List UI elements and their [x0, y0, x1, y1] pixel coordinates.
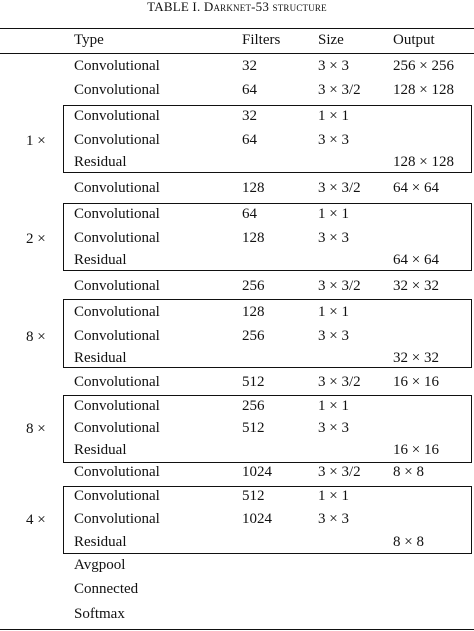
cell-size: 1 × 1 [318, 108, 349, 124]
cell-size: 3 × 3 [318, 132, 349, 148]
cell-type: Convolutional [74, 230, 160, 246]
cell-size: 3 × 3 [318, 511, 349, 527]
cell-type: Convolutional [74, 206, 160, 222]
caption-prefix: TABLE I. D [147, 0, 214, 14]
cell-output: 64 × 64 [393, 252, 439, 268]
cell-filters: 256 [242, 328, 265, 344]
header-rule [0, 53, 474, 54]
header-size: Size [318, 32, 344, 48]
cell-output: 256 × 256 [393, 58, 454, 74]
cell-filters: 512 [242, 488, 265, 504]
cell-type: Convolutional [74, 488, 160, 504]
table-top-rule [0, 28, 474, 29]
cell-filters: 32 [242, 108, 257, 124]
repeat-count: 4 × [26, 512, 46, 528]
header-type: Type [74, 32, 104, 48]
cell-output: 8 × 8 [393, 464, 424, 480]
repeat-count: 8 × [26, 421, 46, 437]
cell-output: 32 × 32 [393, 350, 439, 366]
cell-filters: 1024 [242, 511, 272, 527]
repeat-count: 2 × [26, 231, 46, 247]
cell-type: Residual [74, 534, 127, 550]
cell-type: Convolutional [74, 278, 160, 294]
cell-size: 3 × 3/2 [318, 278, 361, 294]
cell-type: Convolutional [74, 180, 160, 196]
residual-block-2 [63, 203, 472, 271]
cell-filters: 512 [242, 374, 265, 390]
cell-type: Convolutional [74, 82, 160, 98]
caption-title: arknet-53 structure [213, 0, 327, 14]
cell-size: 3 × 3/2 [318, 374, 361, 390]
cell-filters: 64 [242, 206, 257, 222]
cell-filters: 128 [242, 180, 265, 196]
cell-type: Residual [74, 154, 127, 170]
table-bottom-rule [0, 629, 474, 630]
cell-size: 1 × 1 [318, 206, 349, 222]
cell-size: 3 × 3/2 [318, 180, 361, 196]
cell-output: 16 × 16 [393, 442, 439, 458]
cell-type: Convolutional [74, 58, 160, 74]
cell-type: Convolutional [74, 304, 160, 320]
cell-size: 3 × 3/2 [318, 82, 361, 98]
cell-output: 8 × 8 [393, 534, 424, 550]
cell-filters: 1024 [242, 464, 272, 480]
cell-size: 1 × 1 [318, 398, 349, 414]
cell-filters: 256 [242, 398, 265, 414]
cell-type: Convolutional [74, 420, 160, 436]
cell-type: Convolutional [74, 511, 160, 527]
table-caption: TABLE I. Darknet-53 structure [0, 0, 474, 14]
cell-filters: 32 [242, 58, 257, 74]
residual-block-3 [63, 299, 472, 368]
residual-block-5 [63, 486, 472, 554]
cell-filters: 64 [242, 132, 257, 148]
cell-output: 16 × 16 [393, 374, 439, 390]
cell-filters: 256 [242, 278, 265, 294]
cell-size: 3 × 3 [318, 420, 349, 436]
residual-block-4 [63, 395, 472, 463]
cell-type: Convolutional [74, 398, 160, 414]
cell-filters: 512 [242, 420, 265, 436]
header-filters: Filters [242, 32, 281, 48]
residual-block-1 [63, 105, 472, 173]
cell-type: Residual [74, 442, 127, 458]
cell-filters: 128 [242, 230, 265, 246]
repeat-count: 8 × [26, 329, 46, 345]
cell-output: 32 × 32 [393, 278, 439, 294]
cell-size: 1 × 1 [318, 304, 349, 320]
cell-type: Convolutional [74, 132, 160, 148]
cell-output: 128 × 128 [393, 82, 454, 98]
cell-output: 64 × 64 [393, 180, 439, 196]
cell-size: 3 × 3 [318, 58, 349, 74]
header-output: Output [393, 32, 435, 48]
cell-type: Connected [74, 581, 139, 597]
cell-type: Convolutional [74, 374, 160, 390]
cell-type: Convolutional [74, 108, 160, 124]
cell-output: 128 × 128 [393, 154, 454, 170]
cell-type: Avgpool [74, 557, 126, 573]
cell-filters: 64 [242, 82, 257, 98]
cell-type: Convolutional [74, 464, 160, 480]
cell-filters: 128 [242, 304, 265, 320]
cell-size: 3 × 3/2 [318, 464, 361, 480]
cell-type: Convolutional [74, 328, 160, 344]
cell-type: Residual [74, 350, 127, 366]
cell-size: 3 × 3 [318, 328, 349, 344]
repeat-count: 1 × [26, 133, 46, 149]
cell-size: 1 × 1 [318, 488, 349, 504]
cell-type: Residual [74, 252, 127, 268]
cell-type: Softmax [74, 606, 125, 622]
cell-size: 3 × 3 [318, 230, 349, 246]
